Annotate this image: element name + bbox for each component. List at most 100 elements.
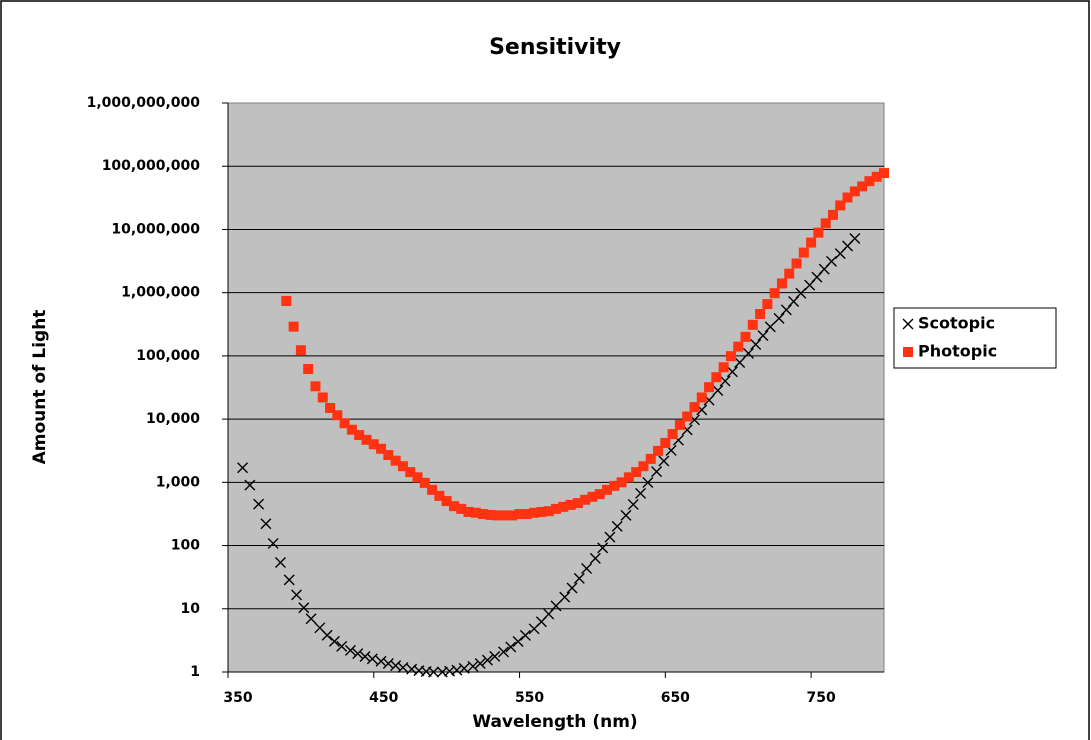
point	[602, 484, 613, 495]
point	[336, 640, 348, 652]
point	[849, 186, 860, 197]
point	[857, 181, 868, 192]
point	[354, 430, 365, 441]
point	[274, 556, 286, 568]
point	[871, 171, 882, 182]
point	[383, 450, 394, 461]
point	[798, 247, 809, 258]
point	[565, 499, 576, 510]
point	[519, 629, 531, 641]
point	[689, 402, 700, 413]
point	[631, 467, 642, 478]
point	[572, 498, 583, 509]
point	[458, 662, 470, 674]
point	[733, 341, 744, 352]
point	[750, 338, 762, 350]
legend-marker	[903, 347, 913, 357]
point	[842, 192, 853, 203]
point	[616, 477, 627, 488]
point	[638, 461, 649, 472]
point	[742, 347, 754, 359]
point	[412, 472, 423, 483]
point	[820, 218, 831, 229]
y-tick-label: 100,000,000	[102, 158, 201, 174]
point	[718, 362, 729, 373]
point	[764, 321, 776, 333]
point	[835, 200, 846, 211]
point	[573, 572, 585, 584]
y-tick-label: 10,000,000	[111, 221, 200, 237]
point	[587, 491, 598, 502]
point	[597, 542, 609, 554]
point	[512, 635, 524, 647]
point	[295, 345, 306, 356]
point	[791, 258, 802, 269]
point	[559, 591, 571, 603]
point	[645, 453, 656, 464]
point	[780, 304, 792, 316]
point	[755, 308, 766, 319]
legend-label: Photopic	[918, 342, 997, 361]
y-tick-label: 1,000	[156, 474, 201, 490]
point	[288, 321, 299, 332]
point	[267, 537, 279, 549]
point	[441, 496, 452, 507]
point	[719, 375, 731, 387]
point	[291, 589, 303, 601]
point	[499, 510, 510, 521]
point	[419, 477, 430, 488]
point	[627, 498, 639, 510]
y-tick-label: 1,000,000	[121, 285, 200, 301]
point	[704, 382, 715, 393]
legend-marker	[902, 318, 914, 330]
y-tick-label: 100,000	[136, 348, 200, 364]
point	[566, 582, 578, 594]
point	[674, 419, 685, 430]
point	[550, 600, 562, 612]
point	[725, 351, 736, 362]
point	[604, 531, 616, 543]
point	[551, 503, 561, 514]
point	[470, 507, 481, 518]
point	[806, 237, 817, 248]
point	[620, 509, 632, 521]
point	[558, 501, 569, 512]
point	[784, 268, 795, 279]
x-axis-label: Wavelength (nm)	[472, 712, 637, 732]
legend	[893, 307, 1057, 369]
point	[747, 319, 758, 330]
point	[589, 552, 601, 564]
point	[456, 503, 467, 514]
point	[536, 506, 547, 517]
point	[339, 418, 350, 429]
point	[580, 494, 591, 505]
point	[543, 506, 554, 517]
point	[359, 650, 371, 662]
point	[382, 658, 394, 670]
point	[769, 288, 780, 299]
point	[281, 295, 292, 306]
point	[390, 660, 402, 672]
point	[734, 357, 746, 369]
point	[827, 209, 838, 220]
point	[352, 648, 364, 660]
point	[726, 366, 738, 378]
point	[609, 480, 620, 491]
point	[463, 506, 474, 517]
y-tick-label: 10	[181, 601, 201, 617]
point	[253, 498, 265, 510]
point	[658, 455, 670, 467]
point	[361, 434, 372, 445]
y-axis-label: Amount of Light	[30, 310, 50, 465]
point	[310, 381, 321, 392]
plot-area	[227, 102, 885, 673]
point	[283, 574, 295, 586]
point	[328, 635, 340, 647]
point	[776, 278, 787, 289]
point	[244, 479, 256, 491]
point	[397, 661, 409, 673]
x-tick-label: 750	[806, 690, 835, 706]
point	[653, 445, 664, 456]
point	[485, 509, 496, 520]
